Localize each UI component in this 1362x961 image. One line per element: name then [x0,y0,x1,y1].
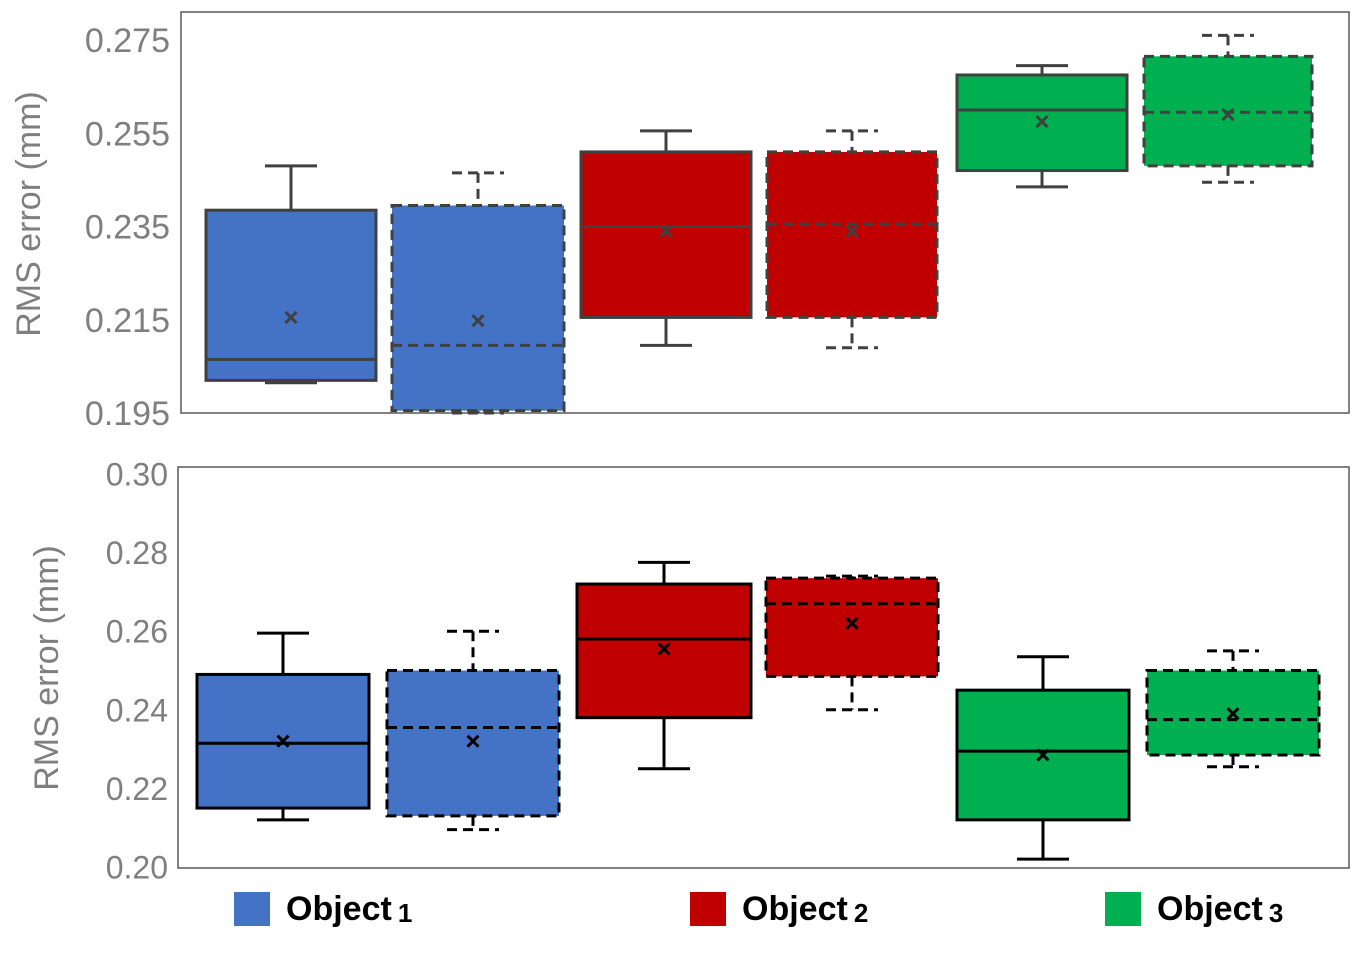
box-object-1-solid [204,208,378,382]
legend-label-object-3: Object [1157,889,1263,928]
box-object-2-solid [579,150,753,319]
plot-area-frame [177,466,1350,869]
y-tick-label: 0.24 [106,692,168,728]
mean-marker [1035,115,1049,129]
legend-swatch-object-1 [234,892,270,926]
y-tick-label: 0.255 [85,115,170,153]
legend-item-object-2: Object 2 [690,884,868,934]
mean-marker [471,314,485,328]
y-axis-title: RMS error (mm) [28,545,66,791]
y-tick-label: 0.26 [106,614,168,650]
mean-marker [659,224,673,238]
legend-sub-object-2: 2 [853,897,869,928]
mean-marker [466,734,480,748]
mean-marker [1221,108,1235,122]
legend-swatch-object-3 [1105,892,1141,926]
mean-marker [845,616,859,630]
y-axis-title: RMS error (mm) [10,91,48,337]
legend-item-object-1: Object 1 [234,884,412,934]
plot-area-frame [180,11,1350,414]
mean-marker [845,224,859,238]
y-tick-label: 0.235 [85,209,170,247]
y-tick-label: 0.30 [106,457,168,493]
mean-marker [1226,707,1240,721]
legend-label-object-2: Object [742,889,848,928]
y-tick-label: 0.195 [85,395,170,433]
y-tick-label: 0.20 [106,850,168,886]
y-tick-label: 0.275 [85,22,170,60]
legend-swatch-object-2 [690,892,726,926]
mean-marker [276,734,290,748]
legend-sub-object-1: 1 [397,897,413,928]
box-object-2-dashed [764,576,940,678]
box-object-2-dashed [765,150,939,319]
box-object-1-dashed [390,204,566,413]
legend-sub-object-3: 3 [1268,897,1284,928]
legend-label-object-1: Object [286,889,392,928]
legend-item-object-3: Object 3 [1105,884,1283,934]
y-tick-label: 0.22 [106,771,168,807]
mean-marker [284,310,298,324]
y-tick-label: 0.28 [106,535,168,571]
y-tick-label: 0.215 [85,302,170,340]
mean-marker [1036,748,1050,762]
mean-marker [657,642,671,656]
